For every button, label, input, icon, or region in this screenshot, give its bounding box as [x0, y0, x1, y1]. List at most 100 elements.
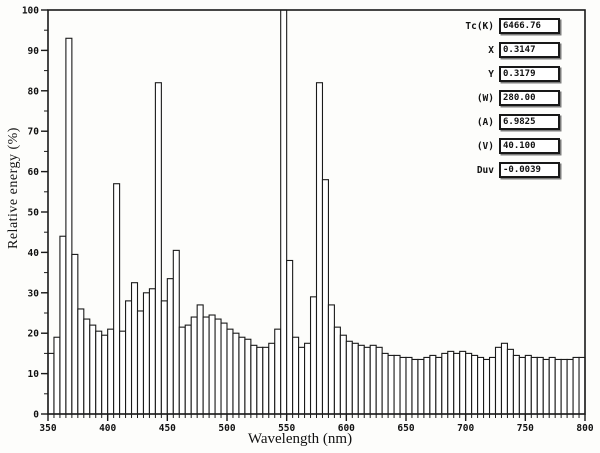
spectrum-bar — [393, 354, 401, 415]
spectrum-bar — [315, 82, 324, 415]
spectrum-bar — [399, 356, 407, 415]
spectrum-bar — [339, 334, 347, 415]
x-tick-label: 700 — [457, 423, 474, 434]
spectrum-bar — [136, 310, 145, 415]
spectrum-bar — [560, 358, 568, 415]
spectrum-bar — [292, 336, 300, 415]
spectrum-bar — [274, 328, 282, 415]
spectrum-bar — [494, 346, 503, 415]
spectrum-bar — [548, 356, 556, 415]
y-tick-label: 40 — [28, 248, 40, 259]
spectrum-bar — [459, 350, 467, 415]
x-tick-label: 450 — [159, 423, 176, 434]
watts-label: (W) — [476, 92, 494, 104]
spectrum-bar — [530, 356, 538, 415]
spectrum-bar — [160, 300, 168, 415]
spectrum-bar — [566, 358, 574, 415]
spectrum-bar — [375, 346, 383, 415]
spectrum-bar — [453, 352, 461, 415]
spectrum-bar — [405, 356, 413, 415]
spectrum-bar — [89, 324, 97, 415]
spectrum-bar — [471, 354, 479, 415]
tck-label: Tc(K) — [465, 20, 494, 32]
spectrum-bar — [477, 356, 485, 415]
spectrum-bar — [387, 354, 395, 415]
spectrum-bar — [345, 340, 353, 415]
x-tick-label: 550 — [278, 423, 295, 434]
x-label: X — [488, 44, 494, 56]
info-row-y: Y 0.3179 — [448, 66, 560, 82]
x-tick-label: 600 — [338, 423, 355, 434]
spectrum-bar — [465, 352, 473, 415]
info-row-x: X 0.3147 — [448, 42, 560, 58]
spectrum-bar — [59, 235, 67, 415]
y-tick-label: 100 — [22, 6, 39, 17]
info-row-watts: (W) 280.00 — [448, 90, 560, 106]
spectrum-bar — [298, 346, 306, 415]
spectrum-bar — [542, 358, 550, 415]
volts-value: 40.100 — [503, 141, 536, 151]
amps-label: (A) — [476, 116, 494, 128]
spectrum-bar — [483, 358, 491, 415]
spectrum-bar — [101, 334, 109, 415]
duv-value: -0.0039 — [503, 165, 541, 175]
spectrum-bar — [309, 296, 318, 415]
spectrum-bar — [536, 356, 544, 415]
spectrum-bar — [429, 354, 437, 415]
spectrum-bar — [286, 259, 294, 415]
spectrum-bar — [351, 342, 359, 415]
spectrum-bar — [578, 356, 586, 415]
spectrum-bar — [184, 324, 192, 415]
info-panel: Tc(K) 6466.76 X 0.3147 Y 0.3179 (W) 280.… — [448, 18, 560, 178]
spectrum-bar — [47, 352, 55, 415]
info-row-tck: Tc(K) 6466.76 — [448, 18, 560, 34]
spectrum-bar — [95, 330, 103, 415]
spectrum-bar — [214, 318, 222, 415]
tck-value-box: 6466.76 — [499, 18, 560, 34]
spectrum-bar — [333, 326, 341, 415]
spectrum-bar — [178, 326, 186, 415]
spectrum-bar — [53, 336, 61, 415]
spectrum-bar — [208, 314, 216, 415]
y-label: Y — [488, 68, 494, 80]
tck-value: 6466.76 — [503, 21, 541, 31]
spectrum-bar — [119, 330, 127, 415]
spectrum-bar — [500, 342, 508, 415]
duv-label: Duv — [476, 164, 494, 176]
spectrum-bar — [196, 304, 204, 415]
y-value-box: 0.3179 — [499, 66, 560, 82]
spectrum-bar — [202, 316, 210, 415]
spectrum-bar — [369, 344, 377, 415]
y-tick-label: 10 — [28, 369, 40, 380]
spectrum-bar — [554, 358, 562, 415]
spectrum-bar — [512, 354, 520, 415]
x-tick-label: 650 — [397, 423, 414, 434]
spectrum-bar — [256, 346, 264, 415]
x-tick-label: 500 — [218, 423, 235, 434]
spectrum-bar — [441, 352, 449, 415]
info-row-volts: (V) 40.100 — [448, 138, 560, 154]
duv-value-box: -0.0039 — [499, 162, 560, 178]
spectrum-bar — [280, 9, 288, 415]
x-tick-label: 750 — [517, 423, 534, 434]
spectrum-bar — [238, 336, 246, 415]
volts-value-box: 40.100 — [499, 138, 560, 154]
x-value-box: 0.3147 — [499, 42, 560, 58]
spectrum-bar — [250, 344, 258, 415]
spectrum-bar — [506, 348, 514, 415]
spectrum-bar — [130, 282, 139, 415]
spectrum-bar — [125, 300, 133, 415]
y-axis-title: Relative energy (%) — [6, 127, 21, 249]
y-tick-label: 50 — [28, 208, 40, 219]
spectrum-bar — [226, 328, 234, 415]
x-tick-label: 400 — [99, 423, 116, 434]
x-value: 0.3147 — [503, 45, 536, 55]
y-tick-label: 80 — [28, 86, 40, 97]
info-row-amps: (A) 6.9825 — [448, 114, 560, 130]
y-tick-label: 70 — [28, 127, 40, 138]
spectrum-bar — [113, 183, 121, 415]
y-tick-label: 0 — [33, 410, 39, 421]
y-tick-label: 60 — [28, 167, 40, 178]
